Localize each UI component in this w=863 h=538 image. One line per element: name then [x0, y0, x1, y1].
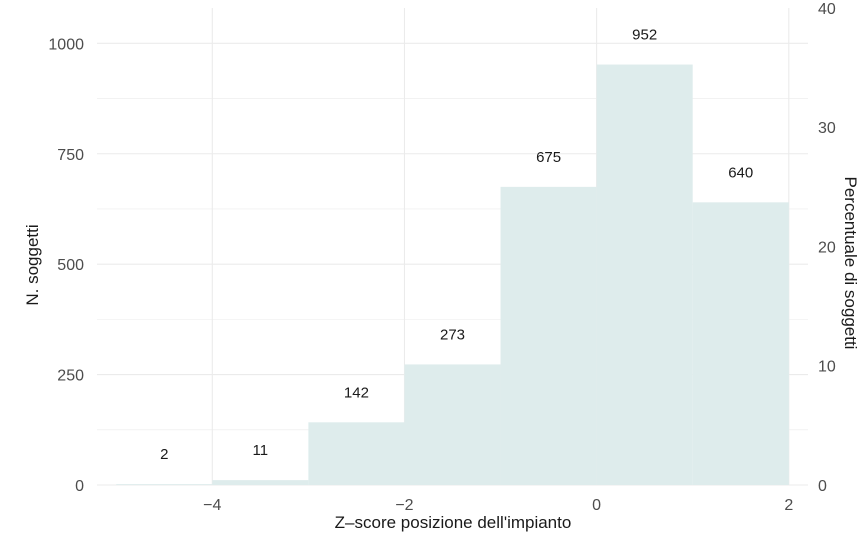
- y2-tick-label: 20: [818, 239, 836, 256]
- bar-value-label: 142: [344, 384, 369, 401]
- histogram-bar: [308, 422, 405, 485]
- y-tick-label: 750: [57, 147, 84, 164]
- y2-tick-label: 30: [818, 120, 836, 137]
- x-tick-label: −2: [395, 497, 413, 514]
- histogram-bar: [596, 64, 693, 486]
- bar-value-label: 952: [632, 27, 657, 44]
- bar-value-label: 675: [536, 149, 561, 166]
- x-tick-label: 2: [784, 497, 793, 514]
- x-tick-label: −4: [203, 497, 221, 514]
- bar-value-label: 2: [160, 446, 168, 463]
- histogram-bar: [404, 364, 501, 485]
- histogram-bar: [212, 480, 309, 485]
- x-axis-title: Z–score posizione dell'impianto: [335, 513, 572, 532]
- y2-axis-ticks: 0 10 20 30 40: [818, 1, 836, 495]
- histogram-bar: [500, 186, 597, 485]
- histogram-bar: [116, 484, 213, 485]
- y-tick-label: 500: [57, 257, 84, 274]
- y-tick-label: 1000: [48, 36, 84, 53]
- y2-tick-label: 0: [818, 478, 827, 495]
- y-axis-ticks: 0 250 500 750 1000: [48, 36, 84, 495]
- bars-layer: [116, 64, 789, 486]
- y2-tick-label: 10: [818, 359, 836, 376]
- y-tick-label: 0: [75, 478, 84, 495]
- y-tick-label: 250: [57, 368, 84, 385]
- bar-value-label: 11: [253, 442, 269, 459]
- bar-labels-layer: 2 11 142 273 675 952 640: [160, 27, 753, 464]
- bar-value-label: 273: [440, 326, 465, 343]
- bar-value-label: 640: [728, 164, 753, 181]
- x-axis-ticks: −4 −2 0 2: [203, 497, 793, 514]
- y2-tick-label: 40: [818, 1, 836, 18]
- y-axis-title: N. soggetti: [23, 224, 42, 305]
- histogram-bar: [692, 202, 789, 486]
- x-tick-label: 0: [592, 497, 601, 514]
- y2-axis-title: Percentuale di soggetti: [841, 177, 860, 350]
